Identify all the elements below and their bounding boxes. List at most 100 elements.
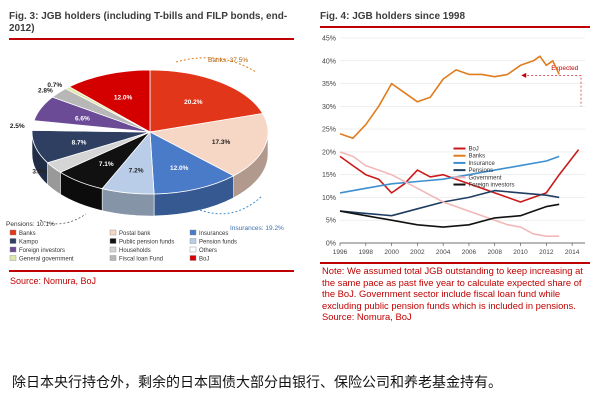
legend-swatch-general-government — [9, 255, 17, 261]
legend-swatch-others — [189, 246, 197, 253]
legend-swatch-fiscal-loan-fund — [109, 255, 117, 261]
fig4-title: Fig. 4: JGB holders since 1998 — [320, 11, 466, 22]
banks-annotation: Banks: 37.5% — [208, 57, 248, 64]
legend-label-households: Households — [119, 248, 151, 254]
legend-label-postal-bank: Postal bank — [119, 231, 151, 237]
fig3-pie-chart: 20.2% 17.3% 12.0% 7.2% 7.1% 3.0% 8.7% 2.5% 6.6% 2… — [6, 57, 284, 263]
legend-label-foreign-investors: Foreign investors — [468, 183, 514, 189]
legend-label-fiscal-loan-fund: Fiscal loan Fund — [119, 257, 163, 263]
legend-swatch-pension-funds — [189, 238, 197, 244]
pie-label-pension-funds: 7.2% — [129, 168, 144, 175]
fig3-source: Source: Nomura, BoJ — [10, 276, 97, 286]
fig3-title: Fig. 3: JGB holders (including T-bills a… — [9, 11, 294, 35]
pie-label-postal-bank: 17.3% — [212, 139, 231, 146]
fig3-top-rule — [9, 38, 294, 40]
y-tick-label: 45% — [322, 36, 336, 43]
expected-bracket — [527, 75, 582, 107]
banks-bracket — [175, 57, 257, 73]
expected-annotation: Expected — [551, 65, 578, 72]
legend-label-others: Others — [199, 248, 217, 254]
fig4-note-line1: Note: We assumed total JGB outstanding t… — [322, 265, 583, 276]
y-tick-label: 0% — [326, 241, 336, 248]
insurances-annotation: Insurances: 19.2% — [230, 225, 284, 232]
pie-label-fiscal-loan-fund: 2.8% — [38, 88, 53, 95]
insurances-bracket — [199, 195, 263, 215]
legend-label-general-government: General government — [19, 257, 74, 263]
fig4-source: Source: Nomura, BoJ — [322, 311, 412, 322]
fig3-bottom-rule — [9, 270, 294, 272]
pie-slice-postal-bank — [148, 113, 269, 177]
fig4-bottom-rule — [320, 262, 590, 264]
legend-label-boj: BoJ — [468, 147, 478, 153]
legend-label-banks: Banks — [19, 231, 36, 237]
pie-label-banks: 20.2% — [184, 99, 203, 106]
series-line-pensions — [339, 189, 560, 217]
legend-swatch-households — [109, 246, 117, 253]
legend-label-banks: Banks — [468, 154, 485, 160]
y-tick-label: 35% — [322, 81, 336, 88]
legend-swatch-foreign-investors — [9, 246, 17, 253]
legend-label-pension-funds: Pension funds — [199, 240, 237, 246]
legend-label-kampo: Kampo — [19, 240, 39, 246]
pie-slice-insurances — [149, 131, 235, 195]
legend-label-foreign-investors: Foreign investors — [19, 248, 65, 254]
expected-arrow — [521, 72, 527, 78]
x-tick-label: 2010 — [513, 249, 528, 256]
fig4-top-rule — [320, 26, 590, 28]
legend-swatch-postal-bank — [109, 229, 117, 236]
y-tick-label: 25% — [322, 127, 336, 134]
x-tick-label: 2002 — [410, 249, 425, 256]
right-figure-panel: Fig. 4: JGB holders since 1998 0% 5% 10% 15… — [300, 0, 603, 330]
series-line-foreign-investors — [339, 203, 560, 228]
y-tick-label: 40% — [322, 58, 336, 65]
x-tick-label: 2008 — [488, 249, 503, 256]
legend-label-boj: BoJ — [199, 257, 209, 263]
fig4-note-line3: the BoJ. Government sector include fisca… — [322, 288, 561, 299]
pie-label-boj: 12.0% — [114, 94, 133, 101]
x-tick-label: 1998 — [359, 249, 374, 256]
fig4-note-line2: the same pace as past five year to calcu… — [322, 276, 582, 288]
left-figure-panel: Fig. 3: JGB holders (including T-bills a… — [0, 0, 300, 300]
y-tick-label: 5% — [326, 218, 336, 225]
x-tick-label: 2006 — [462, 249, 477, 256]
pie-label-foreign-investors: 6.6% — [75, 115, 90, 122]
legend-label-public-pension-funds: Public pension funds — [119, 240, 174, 246]
series-line-government — [339, 151, 560, 237]
fig3-title-line2: 2012) — [9, 23, 35, 34]
x-tick-label: 2014 — [565, 249, 580, 256]
x-tick-label: 2012 — [539, 249, 554, 256]
fig3-title-line1: Fig. 3: JGB holders (including T-bills a… — [9, 11, 288, 22]
pie-label-kampo: 8.7% — [72, 139, 87, 146]
caption-text: 除日本央行持仓外，剩余的日本国债大部分由银行、保险公司和养老基金持有。 — [12, 375, 502, 391]
pie-slice-banks — [149, 69, 264, 133]
pie-label-insurances: 12.0% — [170, 165, 189, 172]
pie-legend: Banks Postal bank Insurances Kampo Public pe… — [9, 229, 237, 263]
pie-label-public-pension-funds: 7.1% — [99, 161, 114, 168]
legend-label-insurance: Insurance — [468, 161, 495, 167]
pie-label-general-government: 0.7% — [47, 82, 62, 89]
pie-slice-boj — [68, 69, 151, 133]
fig4-note: Note: We assumed total JGB outstanding t… — [322, 265, 600, 323]
legend-swatch-public-pension-funds — [109, 238, 117, 244]
legend-label-government: Government — [468, 175, 501, 181]
x-tick-label: 2000 — [384, 249, 399, 256]
pie-label-households: 3.0% — [32, 169, 47, 176]
x-tick-label: 1996 — [333, 249, 348, 256]
fig4-note-line4: excluding public pension funds which is … — [322, 299, 576, 311]
legend-swatch-banks — [9, 229, 17, 236]
x-tick-label: 2004 — [436, 249, 451, 256]
legend-swatch-kampo — [9, 238, 17, 244]
legend-label-insurances: Insurances — [199, 231, 228, 237]
series-line-banks — [339, 55, 560, 139]
legend-label-pensions: Pensions — [468, 168, 493, 174]
pie-label-others: 2.5% — [10, 123, 25, 130]
pensions-bracket — [39, 213, 87, 225]
y-tick-label: 20% — [322, 149, 336, 156]
pensions-annotation: Pensions: 10.1% — [6, 221, 55, 228]
series-line-boj — [339, 149, 580, 203]
y-tick-label: 10% — [322, 195, 336, 202]
legend-swatch-insurances — [189, 229, 197, 236]
legend-swatch-boj — [189, 255, 197, 261]
y-tick-label: 15% — [322, 172, 336, 179]
